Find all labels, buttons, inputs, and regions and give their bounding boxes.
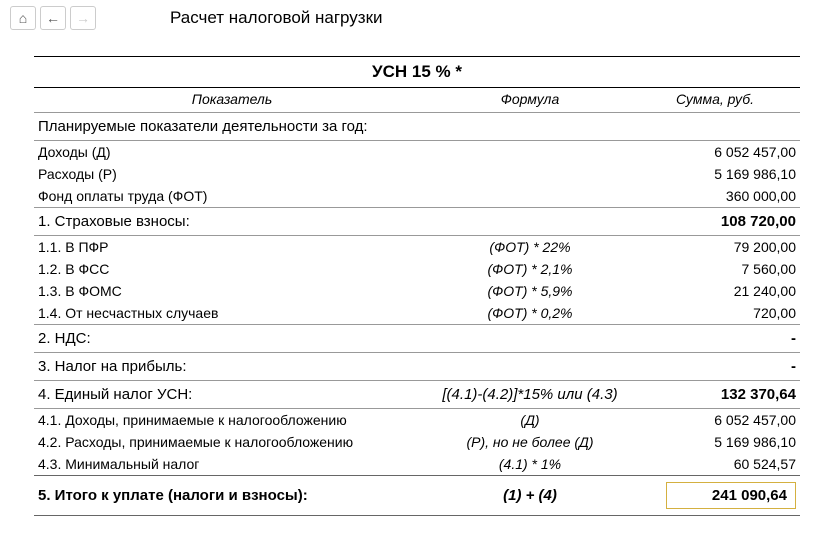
planned-header: Планируемые показатели деятельности за г… bbox=[34, 113, 800, 141]
row-sum: 720,00 bbox=[630, 302, 800, 325]
table-row: 1.3. В ФОМС (ФОТ) * 5,9% 21 240,00 bbox=[34, 280, 800, 302]
table-row: 1.4. От несчастных случаев (ФОТ) * 0,2% … bbox=[34, 302, 800, 325]
section-2: 2. НДС: - bbox=[34, 325, 800, 353]
section-5-total: 5. Итого к уплате (налоги и взносы): (1)… bbox=[34, 476, 800, 516]
row-sum: 360 000,00 bbox=[630, 185, 800, 208]
tax-table: УСН 15 % * Показатель Формула Сумма, руб… bbox=[34, 56, 800, 516]
row-label: 1.2. В ФСС bbox=[34, 258, 430, 280]
total-sum: 241 090,64 bbox=[666, 482, 796, 509]
table-row: 4.2. Расходы, принимаемые к налогообложе… bbox=[34, 431, 800, 453]
tax-title: УСН 15 % * bbox=[34, 57, 800, 88]
page-title: Расчет налоговой нагрузки bbox=[170, 8, 383, 28]
section-label: 2. НДС: bbox=[34, 325, 430, 353]
row-label: 4.2. Расходы, принимаемые к налогообложе… bbox=[34, 431, 430, 453]
total-sum-cell: 241 090,64 bbox=[630, 476, 800, 516]
section-label: 1. Страховые взносы: bbox=[34, 208, 430, 236]
content-area: УСН 15 % * Показатель Формула Сумма, руб… bbox=[0, 36, 834, 526]
row-formula: (ФОТ) * 22% bbox=[430, 236, 630, 259]
forward-button[interactable]: → bbox=[70, 6, 96, 30]
table-row: Доходы (Д) 6 052 457,00 bbox=[34, 141, 800, 164]
row-formula: (4.1) * 1% bbox=[430, 453, 630, 476]
row-formula: (ФОТ) * 5,9% bbox=[430, 280, 630, 302]
planned-section: Планируемые показатели деятельности за г… bbox=[34, 113, 800, 141]
table-row: 4.1. Доходы, принимаемые к налогообложен… bbox=[34, 409, 800, 432]
header-sum: Сумма, руб. bbox=[630, 88, 800, 113]
row-label: Расходы (Р) bbox=[34, 163, 430, 185]
section-sum: - bbox=[630, 325, 800, 353]
toolbar: ⌂ ← → Расчет налоговой нагрузки bbox=[0, 0, 834, 36]
table-row: Фонд оплаты труда (ФОТ) 360 000,00 bbox=[34, 185, 800, 208]
row-formula: (Р), но не более (Д) bbox=[430, 431, 630, 453]
section-formula bbox=[430, 353, 630, 381]
row-sum: 21 240,00 bbox=[630, 280, 800, 302]
total-formula: (1) + (4) bbox=[430, 476, 630, 516]
row-sum: 6 052 457,00 bbox=[630, 409, 800, 432]
back-button[interactable]: ← bbox=[40, 6, 66, 30]
section-3: 3. Налог на прибыль: - bbox=[34, 353, 800, 381]
section-formula: [(4.1)-(4.2)]*15% или (4.3) bbox=[430, 381, 630, 409]
row-label: 1.1. В ПФР bbox=[34, 236, 430, 259]
row-formula: (ФОТ) * 2,1% bbox=[430, 258, 630, 280]
row-label: 1.3. В ФОМС bbox=[34, 280, 430, 302]
section-sum: - bbox=[630, 353, 800, 381]
header-label: Показатель bbox=[34, 88, 430, 113]
section-formula bbox=[430, 325, 630, 353]
header-formula: Формула bbox=[430, 88, 630, 113]
row-label: 4.1. Доходы, принимаемые к налогообложен… bbox=[34, 409, 430, 432]
section-label: 3. Налог на прибыль: bbox=[34, 353, 430, 381]
row-label: 1.4. От несчастных случаев bbox=[34, 302, 430, 325]
table-row: 4.3. Минимальный налог (4.1) * 1% 60 524… bbox=[34, 453, 800, 476]
home-button[interactable]: ⌂ bbox=[10, 6, 36, 30]
row-sum: 60 524,57 bbox=[630, 453, 800, 476]
section-1: 1. Страховые взносы: 108 720,00 bbox=[34, 208, 800, 236]
section-4: 4. Единый налог УСН: [(4.1)-(4.2)]*15% и… bbox=[34, 381, 800, 409]
row-formula bbox=[430, 163, 630, 185]
section-label: 4. Единый налог УСН: bbox=[34, 381, 430, 409]
total-label: 5. Итого к уплате (налоги и взносы): bbox=[34, 476, 430, 516]
table-row: Расходы (Р) 5 169 986,10 bbox=[34, 163, 800, 185]
tax-header-row: УСН 15 % * bbox=[34, 57, 800, 88]
row-label: Доходы (Д) bbox=[34, 141, 430, 164]
row-label: 4.3. Минимальный налог bbox=[34, 453, 430, 476]
section-sum: 108 720,00 bbox=[630, 208, 800, 236]
section-sum: 132 370,64 bbox=[630, 381, 800, 409]
row-sum: 7 560,00 bbox=[630, 258, 800, 280]
row-sum: 79 200,00 bbox=[630, 236, 800, 259]
section-formula bbox=[430, 208, 630, 236]
row-sum: 5 169 986,10 bbox=[630, 431, 800, 453]
column-headers: Показатель Формула Сумма, руб. bbox=[34, 88, 800, 113]
row-label: Фонд оплаты труда (ФОТ) bbox=[34, 185, 430, 208]
table-row: 1.2. В ФСС (ФОТ) * 2,1% 7 560,00 bbox=[34, 258, 800, 280]
row-sum: 5 169 986,10 bbox=[630, 163, 800, 185]
row-formula bbox=[430, 141, 630, 164]
table-row: 1.1. В ПФР (ФОТ) * 22% 79 200,00 bbox=[34, 236, 800, 259]
row-sum: 6 052 457,00 bbox=[630, 141, 800, 164]
row-formula: (Д) bbox=[430, 409, 630, 432]
row-formula bbox=[430, 185, 630, 208]
row-formula: (ФОТ) * 0,2% bbox=[430, 302, 630, 325]
